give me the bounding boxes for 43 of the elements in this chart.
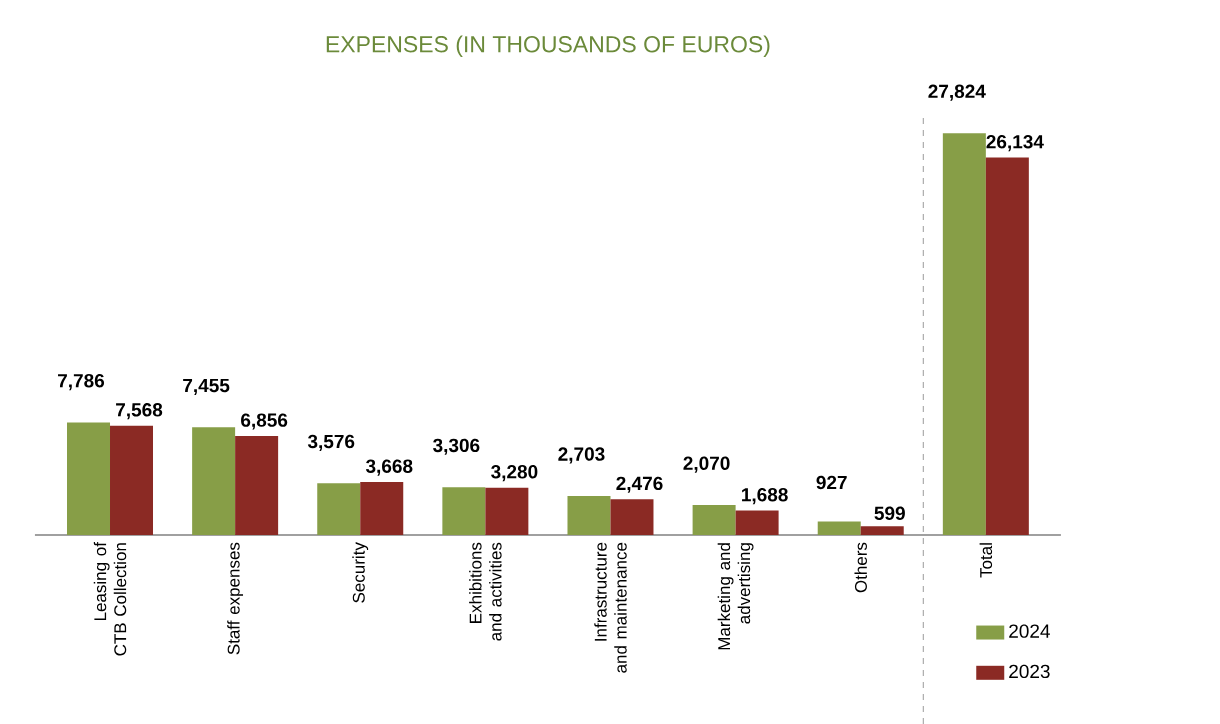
bar — [985, 157, 1029, 535]
data-label: 2,476 — [616, 476, 663, 493]
x-tick-label: Leasing of CTB Collection — [93, 542, 127, 656]
chart-title: EXPENSES (IN THOUSANDS OF EUROS) — [326, 35, 770, 57]
bar — [235, 436, 279, 535]
bar — [817, 521, 861, 535]
bar — [360, 482, 404, 535]
bar — [317, 483, 361, 535]
bar — [610, 499, 654, 535]
data-label: 26,134 — [986, 135, 1044, 152]
data-label: 7,568 — [116, 403, 163, 420]
bar — [442, 487, 486, 535]
data-label: 7,455 — [183, 378, 230, 395]
bar — [192, 427, 236, 535]
x-tick-label: Exhibitions and activities — [469, 542, 502, 641]
data-label: 2,070 — [683, 456, 730, 473]
x-tick-label: Others — [854, 542, 867, 593]
data-label: 599 — [874, 506, 905, 520]
bar — [567, 495, 611, 535]
bar — [485, 487, 529, 535]
data-label: 3,576 — [307, 434, 355, 451]
bar — [735, 510, 779, 535]
x-tick-label: Infrastructure and maintenance — [594, 542, 627, 673]
data-label: 6,856 — [241, 413, 288, 430]
data-label: 3,280 — [491, 465, 538, 482]
x-tick-label: Security — [352, 542, 369, 603]
x-tick-label: Staff expenses — [227, 542, 244, 655]
bar — [692, 505, 736, 535]
legend-label: 2024 — [1009, 624, 1050, 638]
data-label: 1,688 — [742, 488, 788, 505]
data-label: 927 — [816, 475, 847, 490]
data-label: 27,824 — [928, 84, 986, 101]
data-label: 7,786 — [58, 373, 105, 391]
x-tick-label: Total — [979, 543, 993, 578]
data-label: 2,703 — [558, 447, 605, 464]
x-tick-label: Marketing and advertising — [717, 543, 754, 650]
bar — [942, 133, 986, 535]
bar — [860, 526, 904, 535]
bar — [110, 425, 154, 535]
legend-label: 2023 — [1009, 664, 1050, 679]
data-label: 3,306 — [433, 438, 480, 455]
data-label: 3,668 — [365, 459, 413, 476]
bar — [67, 422, 111, 535]
